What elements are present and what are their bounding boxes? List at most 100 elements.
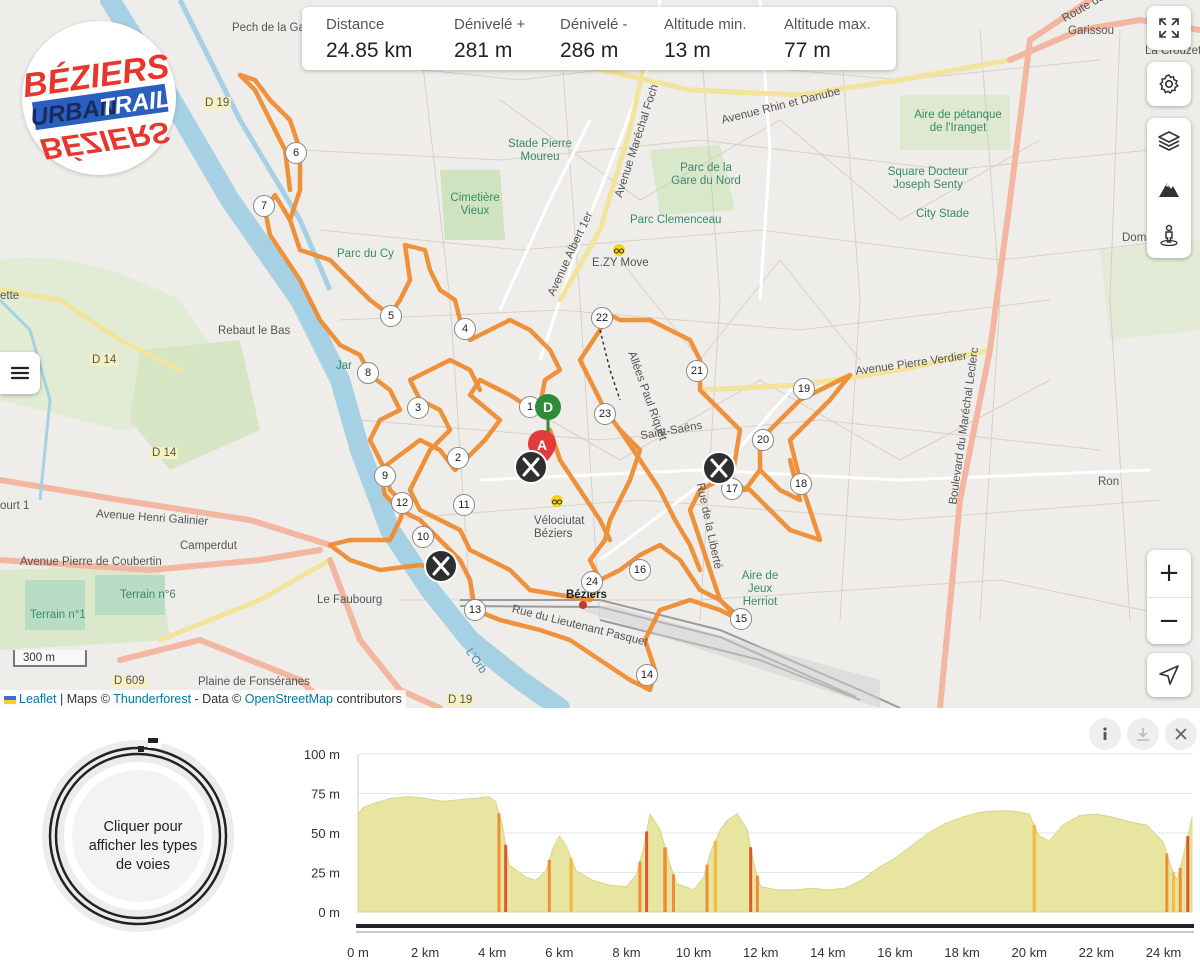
map-label: Aire de Jeux Herriot: [741, 570, 779, 608]
route-marker[interactable]: 16: [629, 559, 651, 581]
y-tick-label: 75 m: [311, 787, 340, 802]
x-tick-label: 0 m: [347, 945, 369, 960]
route-marker[interactable]: 3: [407, 397, 429, 419]
steepness-band: [1172, 872, 1176, 912]
elevation-chart[interactable]: 0 m 25 m 50 m 75 m 100 m 0 m 2 km 4 km 6 km 8 km 1…: [0, 740, 1200, 973]
x-tick-label: 2 km: [411, 945, 439, 960]
map-label: City Stade: [916, 208, 970, 220]
fullscreen-button[interactable]: [1147, 6, 1191, 50]
start-marker-label: D: [543, 399, 553, 415]
route-marker[interactable]: 11: [453, 494, 475, 516]
layers-button[interactable]: [1157, 129, 1181, 153]
route-marker[interactable]: 22: [591, 307, 613, 329]
map-label: Béziers: [566, 589, 607, 601]
stat-distance: Distance 24.85 km: [326, 16, 412, 63]
locate-button[interactable]: [1147, 653, 1191, 697]
stat-label: Altitude max.: [784, 16, 871, 33]
route-marker[interactable]: 23: [594, 403, 616, 425]
info-button[interactable]: [1089, 718, 1121, 750]
gear-icon: [1159, 74, 1179, 94]
map-label: Stade Pierre Moureu: [508, 138, 572, 163]
food-station-icon[interactable]: [701, 450, 737, 486]
thunderforest-link[interactable]: Thunderforest: [113, 692, 192, 706]
stat-label: Dénivelé +: [454, 16, 526, 33]
settings-button[interactable]: [1147, 62, 1191, 106]
street-view-button[interactable]: [1157, 223, 1181, 247]
stat-value: 286 m: [560, 39, 619, 62]
map-label: D 19: [203, 97, 232, 109]
map-label: D 14: [90, 354, 119, 366]
map-label: Avenue Pierre de Coubertin: [20, 556, 162, 568]
route-marker[interactable]: 6: [285, 142, 307, 164]
food-station-icon[interactable]: [513, 449, 549, 485]
route-marker[interactable]: 8: [357, 362, 379, 384]
route-marker[interactable]: 19: [793, 378, 815, 400]
y-tick-label: 50 m: [311, 826, 340, 841]
map-label: Rebaut le Bas: [218, 325, 291, 337]
route-marker[interactable]: 21: [686, 360, 708, 382]
range-slider-bar: [356, 924, 1194, 928]
map-label: Plaine de Fonséranes: [198, 676, 310, 688]
road-type-donut[interactable]: [36, 734, 240, 938]
x-tick-label: 4 km: [478, 945, 506, 960]
route-marker[interactable]: 12: [391, 492, 413, 514]
x-tick-label: 6 km: [545, 945, 573, 960]
road-type-hint[interactable]: Cliquer pour afficher les types de voies: [88, 819, 198, 873]
download-button[interactable]: [1127, 718, 1159, 750]
y-tick-label: 100 m: [304, 747, 340, 762]
steepness-band: [504, 844, 508, 912]
route-marker[interactable]: 15: [730, 608, 752, 630]
x-tick-label: 16 km: [877, 945, 912, 960]
steepness-band: [755, 875, 759, 912]
route-marker[interactable]: 17: [721, 478, 743, 500]
route-marker[interactable]: 10: [412, 526, 434, 548]
route-marker[interactable]: 20: [752, 429, 774, 451]
elevation-button[interactable]: [1157, 176, 1181, 200]
zoom-in-button[interactable]: +: [1147, 550, 1191, 598]
bike-station-icon: [551, 495, 563, 507]
route-marker[interactable]: 13: [464, 599, 486, 621]
y-tick-label: 0 m: [318, 905, 340, 920]
stat-elevation-gain: Dénivelé + 281 m: [454, 16, 525, 63]
stat-label: Distance: [326, 16, 385, 33]
layers-icon: [1158, 131, 1180, 152]
map-attribution: Leaflet | Maps © Thunderforest - Data © …: [0, 690, 406, 708]
steepness-band: [749, 847, 753, 912]
steepness-band: [1165, 853, 1169, 912]
steepness-band: [547, 859, 551, 912]
route-marker[interactable]: 2: [447, 447, 469, 469]
route-marker[interactable]: 24: [581, 571, 603, 593]
map-tiles[interactable]: [0, 0, 1200, 708]
map-tools-group: [1147, 118, 1191, 258]
stat-elevation-loss: Dénivelé - 286 m: [560, 16, 628, 63]
map[interactable]: Pech de la Ga Garissou La Crouzette Rout…: [0, 0, 1200, 708]
route-stats-panel: Distance 24.85 km Dénivelé + 281 m Déniv…: [302, 7, 896, 70]
attribution-text: - Data ©: [191, 692, 245, 706]
route-marker[interactable]: 4: [454, 318, 476, 340]
map-label: D 14: [150, 447, 179, 459]
finish-marker-label: A: [537, 437, 547, 453]
map-label: Cimetière Vieux: [450, 192, 500, 217]
route-marker[interactable]: 14: [636, 664, 658, 686]
route-marker[interactable]: 7: [253, 195, 275, 217]
map-label: ette: [0, 290, 20, 302]
y-tick-label: 25 m: [311, 866, 340, 881]
menu-button[interactable]: [0, 352, 40, 394]
map-label: Ron: [1098, 476, 1120, 488]
map-label: Garissou: [1068, 25, 1115, 37]
steepness-band: [638, 861, 642, 912]
food-station-icon[interactable]: [423, 548, 459, 584]
map-label: Vélociutat Béziers: [534, 515, 585, 540]
leaflet-link[interactable]: Leaflet: [19, 692, 57, 706]
steepness-band: [569, 858, 573, 912]
ukraine-flag-icon: [4, 695, 16, 704]
steepness-band: [671, 874, 675, 912]
zoom-out-button[interactable]: −: [1158, 605, 1180, 636]
route-marker[interactable]: 9: [374, 465, 396, 487]
close-button[interactable]: [1165, 718, 1197, 750]
osm-link[interactable]: OpenStreetMap: [244, 692, 333, 706]
map-label: Square Docteur Joseph Senty: [887, 166, 969, 191]
map-label: D 19: [446, 694, 475, 706]
route-marker[interactable]: 18: [790, 473, 812, 495]
route-marker[interactable]: 5: [380, 305, 402, 327]
